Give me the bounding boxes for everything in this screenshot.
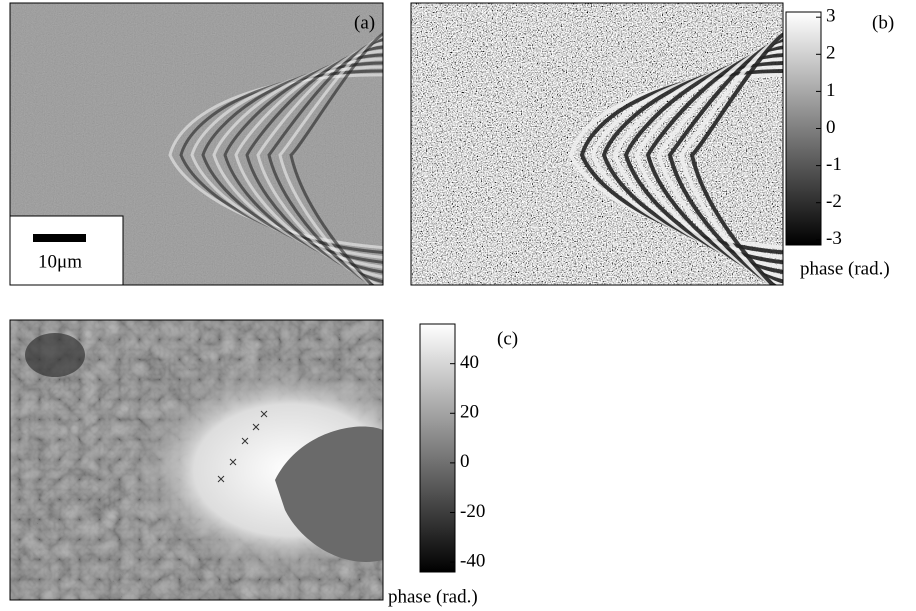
colorbar-tick-label: -20 xyxy=(460,501,485,522)
image-c xyxy=(10,320,450,600)
scale-bar xyxy=(33,234,86,242)
image-b xyxy=(411,3,791,303)
colorbar-tick-label: 3 xyxy=(826,6,836,27)
colorbar-tick-label: 20 xyxy=(460,402,479,423)
colorbar-b xyxy=(786,12,821,245)
colorbar-tick-label: -40 xyxy=(460,550,485,571)
colorbar-tick-label: 2 xyxy=(826,43,836,64)
colorbar-tick-label: 0 xyxy=(460,451,470,472)
scale-bar-label: 10μm xyxy=(38,251,82,272)
figure: (a) 10μm (b) phase (rad.) (c) phase (rad… xyxy=(0,0,916,611)
colorbar-tick-label: -3 xyxy=(826,228,842,249)
colorbar-tick-label: -1 xyxy=(826,154,842,175)
panel-label: (a) xyxy=(354,12,375,33)
colorbar-tick-label: -2 xyxy=(826,191,842,212)
panel-label: (c) xyxy=(497,328,518,349)
colorbar-c xyxy=(420,324,455,572)
colorbar-tick-label: 1 xyxy=(826,80,836,101)
panel-label: (b) xyxy=(872,12,894,33)
colorbar-tick-label: 40 xyxy=(460,352,479,373)
page: {"panel_a": {"label": "(a)", "scale_bar"… xyxy=(0,0,916,611)
colorbar-label: phase (rad.) xyxy=(800,258,890,279)
colorbar-tick-label: 0 xyxy=(826,117,836,138)
colorbar-label: phase (rad.) xyxy=(388,586,478,607)
